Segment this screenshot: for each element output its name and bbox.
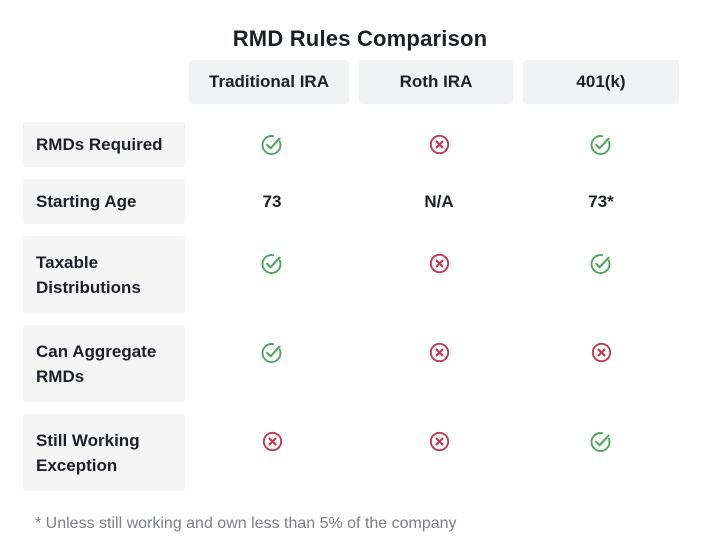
table-body: RMDs Required Starting Age 73 N/A 73* Taxabl… [0, 122, 720, 491]
table-cell [359, 414, 519, 464]
check-icon [261, 254, 281, 274]
table-cell [523, 325, 679, 375]
cross-icon [429, 253, 449, 274]
cross-icon [429, 431, 449, 452]
check-icon [261, 343, 281, 363]
cross-icon [429, 342, 449, 363]
table-row: Starting Age 73 N/A 73* [0, 179, 720, 224]
column-header-traditional-ira: Traditional IRA [189, 60, 349, 104]
footnote: * Unless still working and own less than… [35, 515, 457, 532]
table-row: Taxable Distributions [0, 236, 720, 313]
check-icon [590, 432, 610, 452]
row-label: RMDs Required [23, 122, 185, 167]
header-spacer [23, 60, 185, 104]
row-label: Taxable Distributions [23, 236, 185, 313]
table-header-row: Traditional IRA Roth IRA 401(k) [0, 60, 720, 104]
table-cell [189, 414, 355, 464]
table-row: RMDs Required [0, 122, 720, 167]
table-cell [189, 236, 355, 286]
check-icon [261, 135, 281, 155]
table-cell: 73 [189, 179, 355, 224]
cell-value: 73* [588, 191, 614, 211]
table-cell [523, 414, 679, 464]
row-label-text: Can Aggregate RMDs [36, 341, 157, 386]
row-label-text: RMDs Required [36, 135, 163, 154]
table-cell: 73* [523, 179, 679, 224]
column-header-roth-ira: Roth IRA [359, 60, 513, 104]
table-cell [359, 325, 519, 375]
table-cell: N/A [359, 179, 519, 224]
row-label: Starting Age [23, 179, 185, 224]
page-title: RMD Rules Comparison [232, 26, 488, 51]
row-label-text: Still Working Exception [36, 430, 140, 475]
check-icon [590, 135, 610, 155]
column-header-401k: 401(k) [523, 60, 679, 104]
table-cell [523, 236, 679, 286]
cell-value: N/A [424, 191, 454, 211]
cross-icon [429, 134, 449, 155]
table-cell [359, 122, 519, 167]
check-icon [590, 254, 610, 274]
cross-icon [262, 431, 282, 452]
row-label-text: Starting Age [36, 192, 137, 211]
table-cell [359, 236, 519, 286]
row-label-text: Taxable Distributions [36, 252, 141, 297]
table-cell [523, 122, 679, 167]
table-row: Still Working Exception [0, 414, 720, 491]
table-row: Can Aggregate RMDs [0, 325, 720, 402]
row-label: Can Aggregate RMDs [23, 325, 185, 402]
table-cell [189, 325, 355, 375]
table-cell [189, 122, 355, 167]
row-label: Still Working Exception [23, 414, 185, 491]
cell-value: 73 [262, 191, 282, 211]
cross-icon [591, 342, 611, 363]
